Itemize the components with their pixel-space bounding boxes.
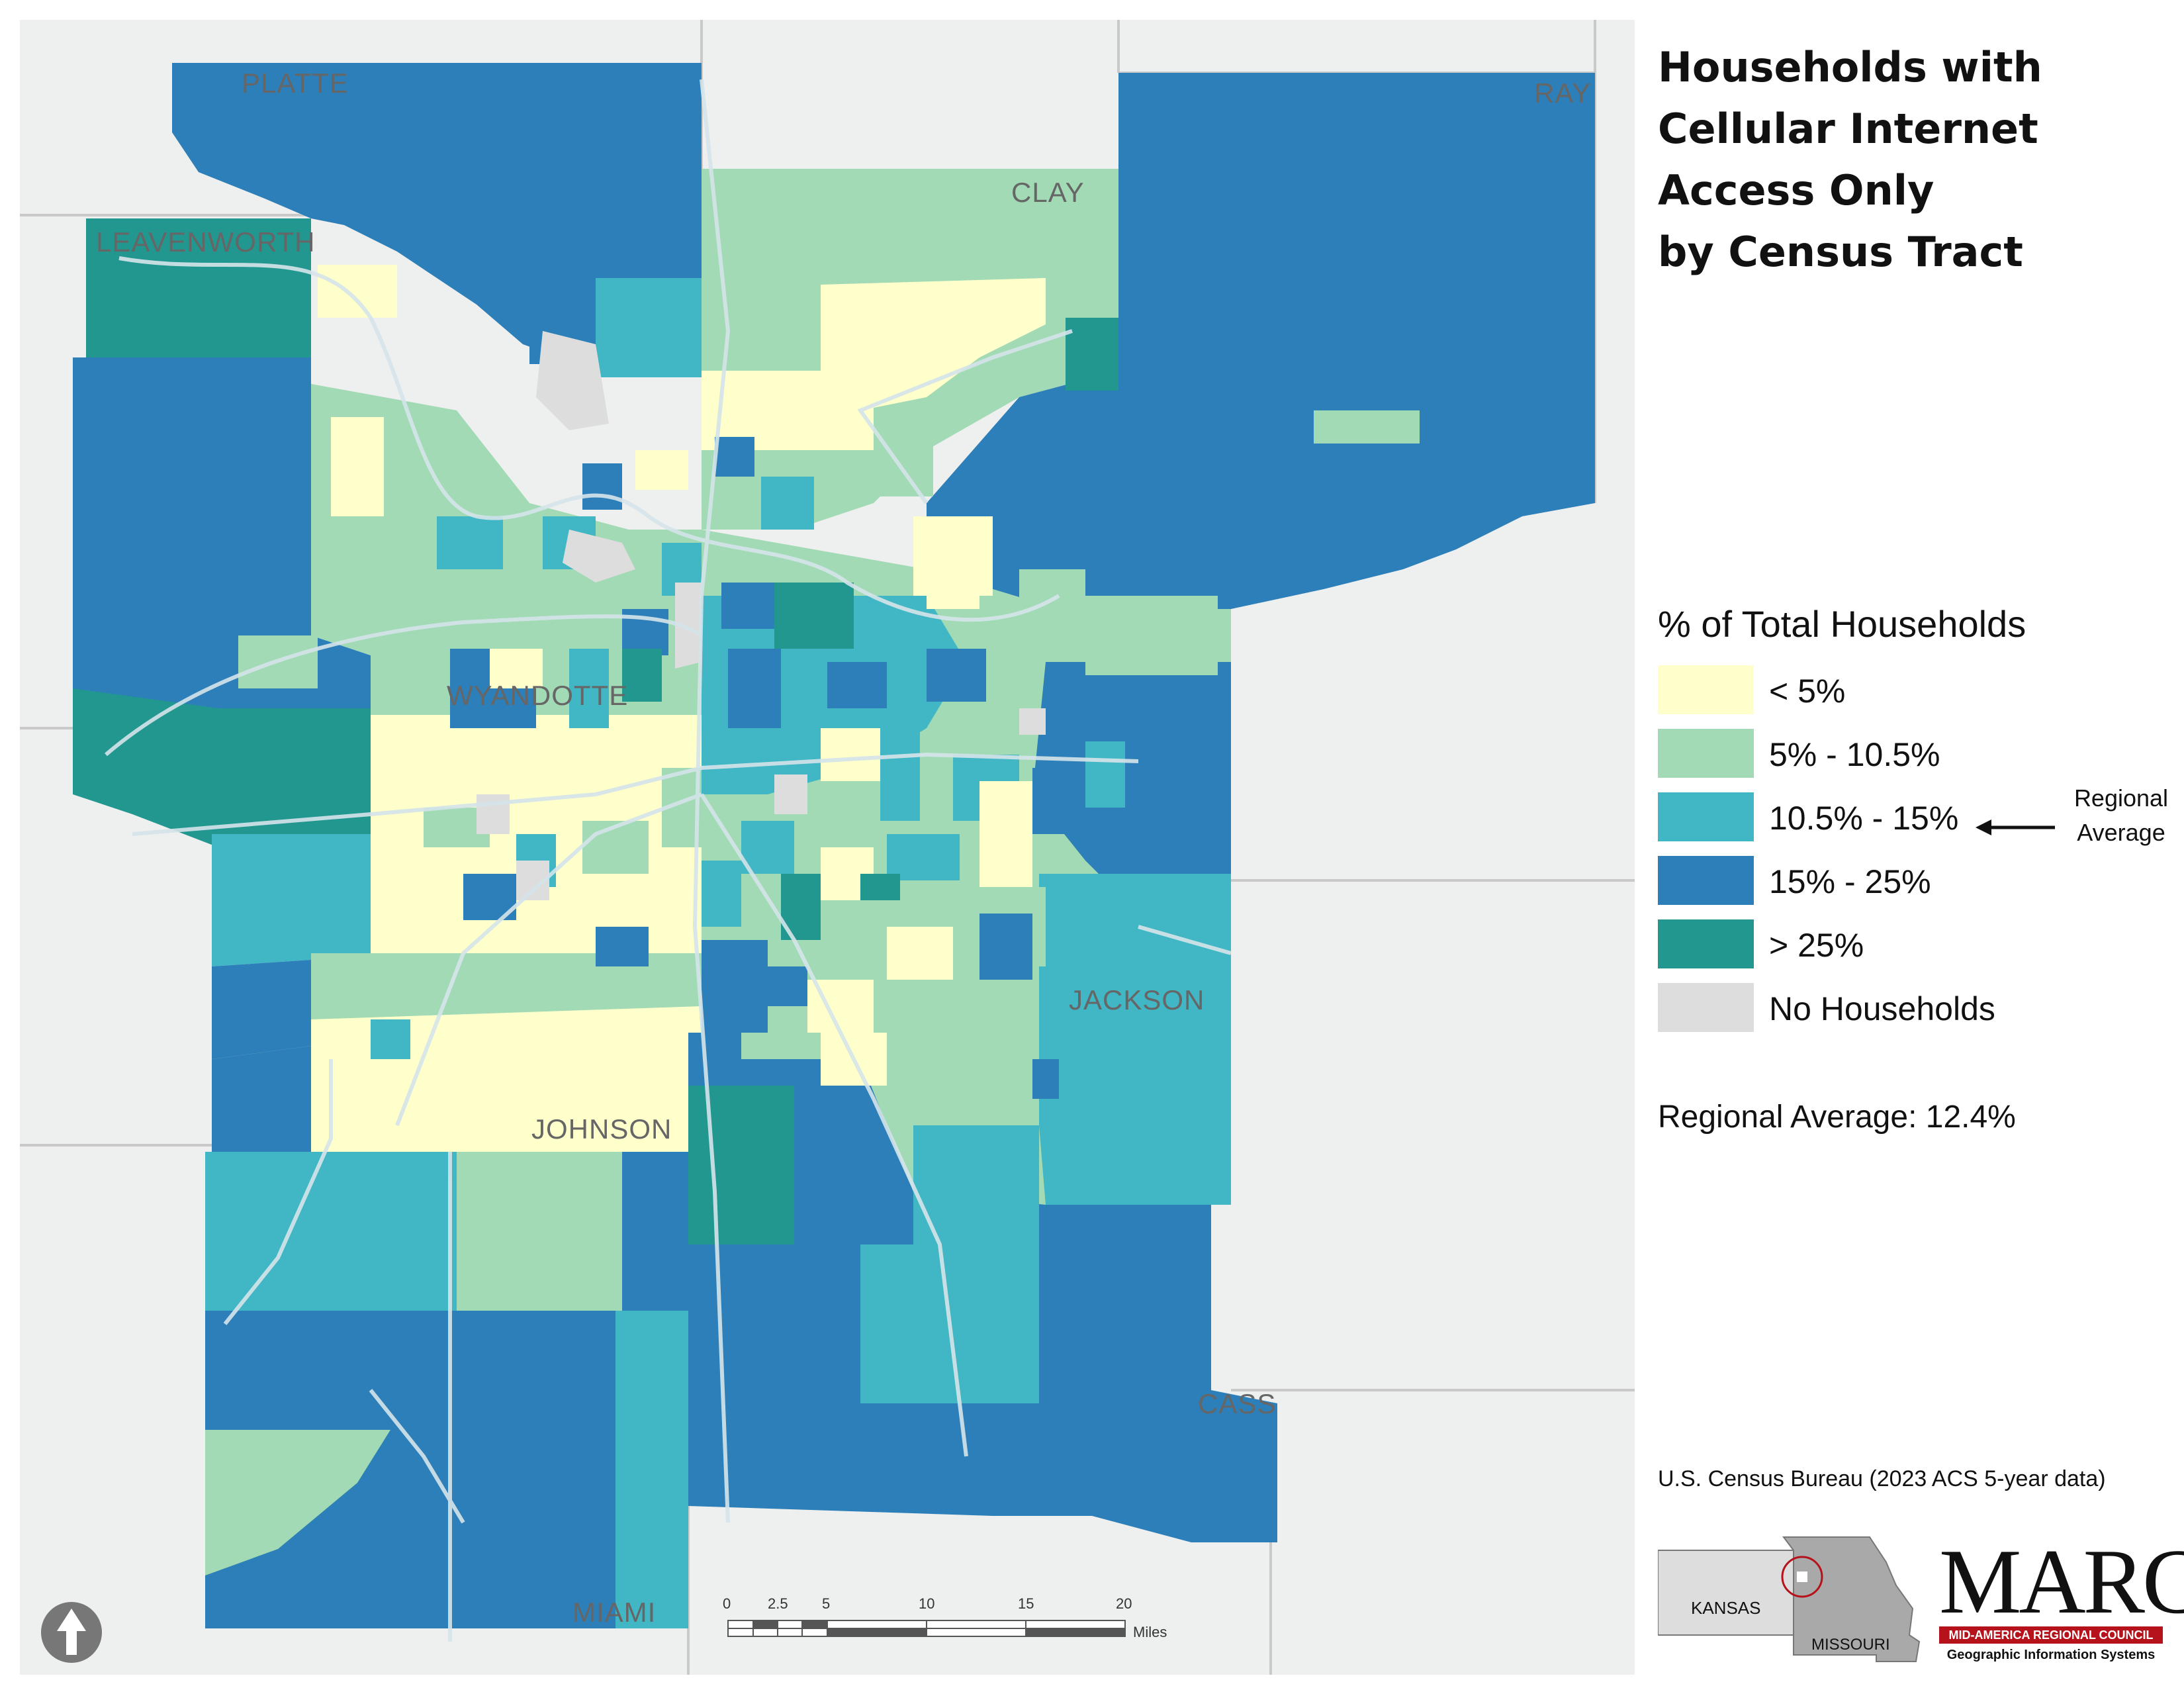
inset-label-missouri: MISSOURI — [1811, 1636, 1890, 1654]
legend-label: 10.5% - 15% — [1769, 800, 1959, 837]
legend-label: > 25% — [1769, 927, 1864, 964]
legend-item-under-5: < 5% — [1658, 665, 2121, 718]
legend-item-10-15: 10.5% - 15% — [1658, 792, 2121, 845]
legend-item-no-households: No Households — [1658, 983, 2121, 1036]
state-locator-inset: KANSAS MISSOURI — [1658, 1536, 1921, 1662]
map-title: Households with Cellular Internet Access… — [1658, 36, 2121, 283]
scale-tick-10: 10 — [919, 1595, 934, 1612]
road-and-river-network — [105, 79, 1232, 1642]
marc-logo-bar: MID-AMERICA REGIONAL COUNCIL — [1939, 1626, 2163, 1644]
regional-average-marker: Regional Average — [2062, 781, 2181, 850]
north-arrow-icon — [41, 1602, 102, 1663]
tract-region-cass-high — [688, 1086, 794, 1244]
tract-region-jackson-south-low — [860, 1033, 1032, 1139]
legend-panel — [1641, 0, 2184, 1688]
scale-tick-20: 20 — [1116, 1595, 1132, 1612]
county-label-clay: CLAY — [1011, 177, 1085, 208]
scale-tick-2-5: 2.5 — [768, 1595, 788, 1612]
tract-region-miami-west — [205, 1430, 390, 1575]
legend-swatch — [1658, 919, 1754, 968]
tract-region-johnson-west-3 — [212, 1046, 311, 1152]
tract-region-johnson-southwest — [205, 1152, 457, 1311]
tract-region-jackson-east — [1032, 662, 1231, 914]
tract-region-ray — [927, 73, 1595, 609]
inset-label-kansas: KANSAS — [1691, 1598, 1761, 1618]
scale-tick-0: 0 — [723, 1595, 731, 1612]
choropleth-map: PLATTE LEAVENWORTH CLAY RAY WYANDOTTE JA… — [20, 20, 1635, 1675]
scale-tick-15: 15 — [1018, 1595, 1034, 1612]
legend-item-over-25: > 25% — [1658, 919, 2121, 972]
data-source: U.S. Census Bureau (2023 ACS 5-year data… — [1658, 1466, 2106, 1491]
regional-average-text: Regional Average: 12.4% — [1658, 1100, 2016, 1135]
tract-region-leavenworth-north — [86, 218, 311, 357]
legend-label: 5% - 10.5% — [1769, 736, 1940, 773]
county-label-ray: RAY — [1534, 77, 1591, 109]
county-label-wyandotte: WYANDOTTE — [447, 680, 628, 711]
tract-region-leavenworth-south — [73, 688, 371, 847]
county-label-leavenworth: LEAVENWORTH — [96, 226, 316, 258]
county-label-cass: CASS — [1198, 1388, 1276, 1419]
scale-unit: Miles — [1133, 1624, 1167, 1640]
scale-bar: 0 2.5 5 10 15 20 Miles — [723, 1595, 1167, 1640]
title-line-4: by Census Tract — [1658, 228, 2023, 276]
marc-logo-subtitle: Geographic Information Systems — [1946, 1648, 2156, 1662]
legend-swatch — [1658, 665, 1754, 714]
legend-swatch — [1658, 856, 1754, 905]
tract-region-johnson-west — [212, 834, 371, 966]
urban-tract-mosaic — [238, 199, 1218, 1099]
legend-swatch — [1658, 792, 1754, 841]
legend-swatch — [1658, 983, 1754, 1032]
tract-region-johnson-south — [457, 1152, 622, 1311]
tract-region-miami-east — [615, 1311, 688, 1628]
regional-marker-line-2: Average — [2077, 819, 2165, 846]
county-label-miami: MIAMI — [572, 1597, 656, 1628]
tract-region-jackson-southeast — [1039, 874, 1231, 1205]
tract-region-clay-low — [821, 278, 1046, 410]
tract-region-miami — [205, 1311, 622, 1628]
legend-swatch — [1658, 729, 1754, 778]
title-line-2: Cellular Internet — [1658, 105, 2038, 153]
regional-marker-line-1: Regional — [2073, 784, 2169, 812]
tract-region-cass-strip — [913, 1125, 1039, 1244]
legend-item-15-25: 15% - 25% — [1658, 856, 2121, 909]
county-label-johnson: JOHNSON — [531, 1113, 672, 1145]
scale-tick-5: 5 — [822, 1595, 830, 1612]
tract-clay-east-highlight — [1066, 318, 1118, 391]
legend-item-5-10: 5% - 10.5% — [1658, 729, 2121, 782]
tract-ray-patch — [1314, 410, 1420, 444]
county-label-platte: PLATTE — [242, 68, 349, 99]
legend-heading: % of Total Households — [1658, 603, 2026, 645]
title-line-1: Households with — [1658, 43, 2042, 91]
legend-label: 15% - 25% — [1769, 863, 1931, 900]
county-label-jackson: JACKSON — [1069, 984, 1205, 1015]
legend-label: No Households — [1769, 990, 1995, 1027]
tract-region-johnson-west-2 — [212, 960, 311, 1059]
marc-logo: MARC MID-AMERICA REGIONAL COUNCIL Geogra… — [1939, 1536, 2184, 1668]
regional-average-arrow-icon — [1976, 820, 2055, 835]
tract-region-johnson-band — [311, 953, 702, 1019]
title-line-3: Access Only — [1658, 166, 1934, 214]
marc-logo-wordmark: MARC — [1939, 1530, 2184, 1633]
legend-label: < 5% — [1769, 673, 1846, 710]
